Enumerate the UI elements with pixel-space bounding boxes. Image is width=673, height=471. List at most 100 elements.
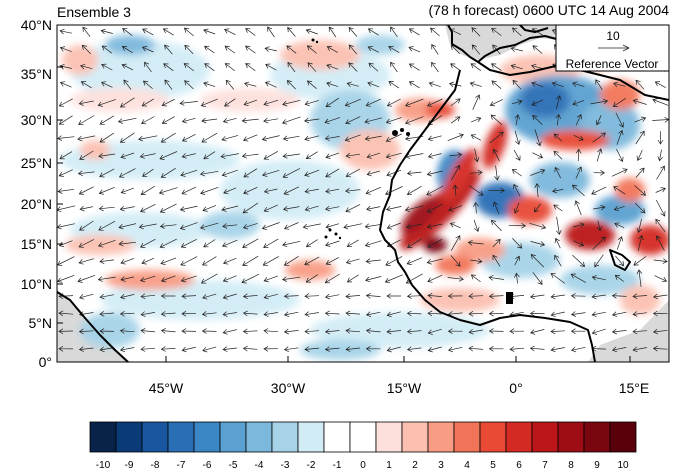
wind-vector: [140, 293, 156, 300]
wind-vector: [58, 240, 73, 247]
wind-vector: [575, 113, 582, 126]
wind-vector: [470, 258, 483, 264]
wind-vector: [325, 97, 340, 108]
wind-vector: [99, 328, 115, 334]
colorbar-swatch: [167, 421, 195, 453]
wind-vector: [242, 255, 259, 266]
wind-vector: [346, 274, 359, 283]
plot-area: [57, 25, 669, 362]
wind-vector: [492, 238, 501, 248]
wind-vector: [510, 46, 523, 52]
wind-vector: [345, 168, 360, 178]
wind-vector: [385, 206, 402, 212]
wind-vector: [532, 114, 543, 125]
wind-vector: [98, 153, 116, 159]
wind-vector: [287, 61, 296, 73]
wind-vector: [324, 135, 340, 141]
wind-vector: [241, 153, 259, 159]
wind-vector: [180, 169, 198, 177]
reference-vector-magnitude: 10: [606, 29, 620, 43]
wind-vector: [282, 206, 300, 212]
wind-vector: [632, 328, 648, 335]
wind-vector: [122, 28, 133, 36]
wind-vector: [407, 238, 422, 248]
forecast-time-label: (78 h forecast) 0600 UTC 14 Aug 2004: [429, 2, 670, 18]
colorbar-tick-label: -7: [177, 460, 186, 471]
wind-vector: [406, 328, 422, 335]
wind-vector: [488, 328, 504, 334]
wind-vector: [364, 117, 383, 124]
wind-vector: [118, 223, 137, 230]
wind-vector: [304, 100, 319, 107]
wind-vector: [222, 257, 237, 265]
wind-vector: [346, 239, 359, 248]
wind-vector: [614, 274, 624, 282]
wind-vector: [58, 345, 74, 352]
wind-vector: [490, 219, 502, 232]
wind-vector: [263, 150, 278, 160]
wind-vector: [283, 293, 299, 300]
wind-vector: [242, 238, 259, 249]
wind-vector: [529, 293, 545, 300]
colorbar-swatch: [505, 421, 533, 453]
wind-vector: [345, 310, 361, 317]
wind-vector: [591, 328, 606, 335]
wind-vector: [57, 188, 75, 194]
wind-vector: [325, 168, 340, 178]
wind-vector: [488, 346, 504, 352]
wind-vector: [263, 204, 278, 213]
wind-vector: [98, 205, 115, 212]
wind-vector: [202, 293, 217, 300]
colorbar-tick-label: 8: [568, 460, 574, 471]
wind-vector: [492, 201, 500, 215]
wind-vector: [450, 63, 461, 71]
wind-vector: [513, 202, 520, 214]
wind-vector: [426, 170, 443, 177]
wind-vector: [304, 135, 320, 142]
lon-label: 15°E: [619, 380, 650, 396]
wind-vector: [655, 199, 666, 217]
wind-vector: [550, 293, 565, 300]
wind-vector: [180, 238, 197, 248]
wind-vector: [282, 99, 301, 107]
colorbar-swatch: [479, 421, 507, 453]
wind-vector: [655, 235, 665, 251]
wind-vector: [367, 28, 379, 36]
wind-vector: [324, 273, 340, 284]
wind-vector: [263, 188, 278, 194]
wind-vector: [77, 274, 96, 283]
wind-vector: [286, 80, 296, 90]
wind-vector: [179, 222, 198, 230]
colorbar-swatch: [375, 421, 403, 453]
colorbar: -10 -9 -8 -7 -6 -5 -4 -3 -2 -1 0 1 2 3 4 5 6 7 8 9 10: [89, 421, 637, 471]
wind-vector: [57, 205, 76, 213]
wind-vector: [530, 241, 546, 247]
wind-vector: [244, 81, 257, 87]
wind-vector: [79, 293, 94, 300]
wind-vector: [58, 115, 73, 125]
wind-vector: [180, 275, 197, 283]
wind-vector: [426, 98, 443, 107]
wind-vector: [615, 255, 625, 267]
wind-vector: [243, 186, 258, 195]
wind-vector: [365, 346, 381, 352]
wind-vector: [616, 148, 624, 162]
colorbar-tick-label: 6: [516, 460, 522, 471]
colorbar-swatch: [557, 421, 585, 453]
wind-vector: [120, 258, 135, 265]
wind-vector: [469, 81, 482, 87]
wind-vector: [221, 135, 239, 142]
wind-vector: [220, 153, 240, 159]
wind-vector: [530, 329, 545, 335]
panel-title: Ensemble 3: [57, 4, 131, 20]
wind-vector: [512, 79, 522, 90]
wind-vector: [406, 185, 422, 196]
wind-vector: [450, 235, 461, 251]
wind-vector: [325, 152, 340, 159]
islands: [311, 38, 513, 304]
colorbar-tick-label: -8: [151, 460, 160, 471]
colorbar-tick-label: 7: [542, 460, 548, 471]
wind-vector: [199, 170, 219, 177]
wind-vector: [590, 98, 609, 105]
